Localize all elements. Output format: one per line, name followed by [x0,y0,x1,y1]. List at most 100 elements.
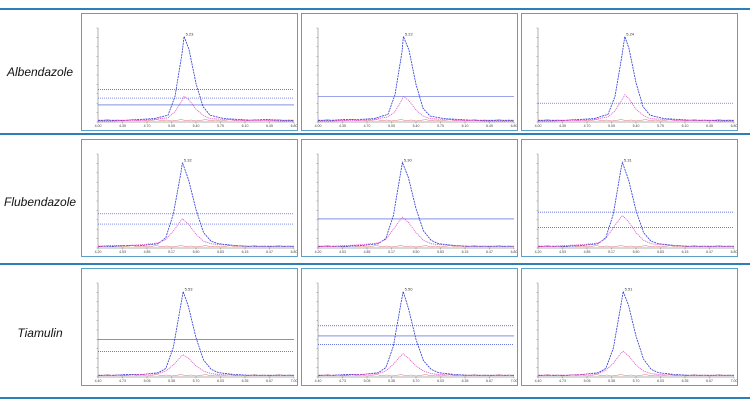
quantifier-trace [538,289,734,376]
x-tick-label: 6.35 [462,379,469,383]
x-tick-label: 7.00 [511,379,518,383]
x-tick-label: 6.80 [291,124,298,128]
peak-label: 5.24 [626,32,635,37]
x-tick-label: 4.73 [339,379,346,383]
quantifier-trace [318,36,514,121]
x-tick-label: 5.38 [388,379,395,383]
quantifier-trace [318,291,514,376]
x-tick-label: 6.80 [511,250,518,254]
qualifier-trace [97,218,294,247]
x-tick-label: 5.17 [388,250,395,254]
quantifier-trace [538,36,734,121]
qualifier-trace [318,353,514,376]
x-tick-label: 6.45 [486,124,493,128]
bottom-separator [0,397,750,399]
peak-label: 5.23 [186,32,195,37]
quantifier-trace [98,36,294,121]
chromatogram-plot: 4.40 4.73 5.05 5.38 5.70 6.03 6.35 6.67 7.00 5.50 [315,282,518,383]
qualifier-trace [318,216,514,247]
x-tick-label: 5.40 [633,124,640,128]
row-label-albendazole: Albendazole [6,65,74,79]
x-tick-label: 5.50 [413,250,420,254]
peak-label: 5.32 [184,158,193,163]
separator-1 [0,133,750,135]
x-tick-label: 4.40 [95,379,102,383]
chromatogram-plot: 4.20 4.53 4.85 5.17 5.50 5.83 6.15 6.47 6.80 5.31 [535,153,738,254]
quantifier-trace [538,161,734,247]
chromatogram-panel: 4.20 4.53 4.85 5.17 5.50 5.83 6.15 6.47 6.80 5.31 [521,139,738,257]
x-tick-label: 6.47 [266,250,273,254]
chromatogram-panel: 4.00 4.35 4.70 5.05 5.40 5.75 6.10 6.45 6.80 5.23 [81,13,298,131]
row-label-flubendazole: Flubendazole [4,195,77,209]
separator-2 [0,263,750,265]
x-tick-label: 4.00 [535,124,542,128]
x-tick-label: 5.17 [168,250,175,254]
x-tick-label: 5.05 [584,379,591,383]
quantifier-trace [98,162,294,247]
chromatogram-plot: 4.40 4.73 5.05 5.38 5.70 6.03 6.35 6.67 7.00 5.51 [535,282,737,383]
x-tick-label: 5.17 [608,250,615,254]
x-tick-label: 4.20 [315,250,322,254]
x-tick-label: 6.15 [242,250,249,254]
chromatogram-plot: 4.20 4.53 4.85 5.17 5.50 5.83 6.15 6.47 6.80 5.32 [95,153,297,254]
x-tick-label: 4.40 [315,379,322,383]
x-tick-label: 6.67 [706,379,713,383]
x-tick-label: 5.83 [657,250,664,254]
chromatogram-panel: 4.20 4.53 4.85 5.17 5.50 5.83 6.15 6.47 6.80 5.32 [81,139,298,257]
chromatogram-plot: 4.40 4.73 5.05 5.38 5.70 6.03 6.35 6.67 7.00 5.53 [95,282,298,383]
qualifier-trace [538,94,734,122]
peak-label: 5.53 [185,287,194,292]
peak-label: 5.30 [404,158,413,163]
x-tick-label: 6.03 [657,379,664,383]
x-tick-label: 6.47 [706,250,713,254]
x-tick-label: 5.40 [413,124,420,128]
quantifier-trace [318,161,514,247]
x-tick-label: 4.35 [339,124,346,128]
chromatogram-panel: 4.00 4.35 4.70 5.05 5.40 5.75 6.10 6.45 6.80 5.22 [301,13,518,131]
x-tick-label: 5.05 [144,379,151,383]
x-tick-label: 4.85 [584,250,591,254]
x-tick-label: 7.00 [291,379,298,383]
peak-label: 5.50 [405,287,414,292]
x-tick-label: 4.00 [315,124,322,128]
x-tick-label: 5.83 [437,250,444,254]
x-tick-label: 6.80 [511,124,518,128]
x-tick-label: 4.40 [535,379,542,383]
x-tick-label: 4.85 [364,250,371,254]
x-tick-label: 6.47 [486,250,493,254]
x-tick-label: 6.03 [217,379,224,383]
qualifier-trace [318,95,514,122]
x-tick-label: 6.45 [266,124,273,128]
x-tick-label: 6.80 [731,124,738,128]
x-tick-label: 4.53 [339,250,346,254]
x-tick-label: 4.53 [119,250,126,254]
peak-label: 5.22 [405,32,414,37]
x-tick-label: 6.67 [486,379,493,383]
x-tick-label: 5.05 [364,379,371,383]
qualifier-trace [538,214,734,247]
x-tick-label: 5.40 [193,124,200,128]
x-tick-label: 5.38 [608,379,615,383]
x-tick-label: 5.05 [608,124,615,128]
x-tick-label: 4.20 [95,250,102,254]
qualifier-trace [98,95,294,122]
row-label-tiamulin: Tiamulin [17,326,63,340]
chromatogram-panel: 4.20 4.53 4.85 5.17 5.50 5.83 6.15 6.47 6.80 5.30 [301,139,518,257]
x-tick-label: 6.80 [731,250,738,254]
x-tick-label: 6.67 [266,379,273,383]
x-tick-label: 6.10 [682,124,689,128]
x-tick-label: 5.70 [633,379,640,383]
x-tick-label: 4.70 [144,124,151,128]
x-tick-label: 6.15 [682,250,689,254]
x-tick-label: 5.05 [388,124,395,128]
x-tick-label: 5.38 [168,379,175,383]
x-tick-label: 4.70 [364,124,371,128]
chromatogram-plot: 4.20 4.53 4.85 5.17 5.50 5.83 6.15 6.47 6.80 5.30 [315,153,518,254]
qualifier-trace [98,354,294,376]
x-tick-label: 5.70 [193,379,200,383]
x-tick-label: 4.20 [535,250,542,254]
x-tick-label: 6.35 [682,379,689,383]
x-tick-label: 5.50 [193,250,200,254]
x-tick-label: 4.53 [559,250,566,254]
chromatogram-panel: 4.40 4.73 5.05 5.38 5.70 6.03 6.35 6.67 7.00 5.50 [301,268,518,386]
